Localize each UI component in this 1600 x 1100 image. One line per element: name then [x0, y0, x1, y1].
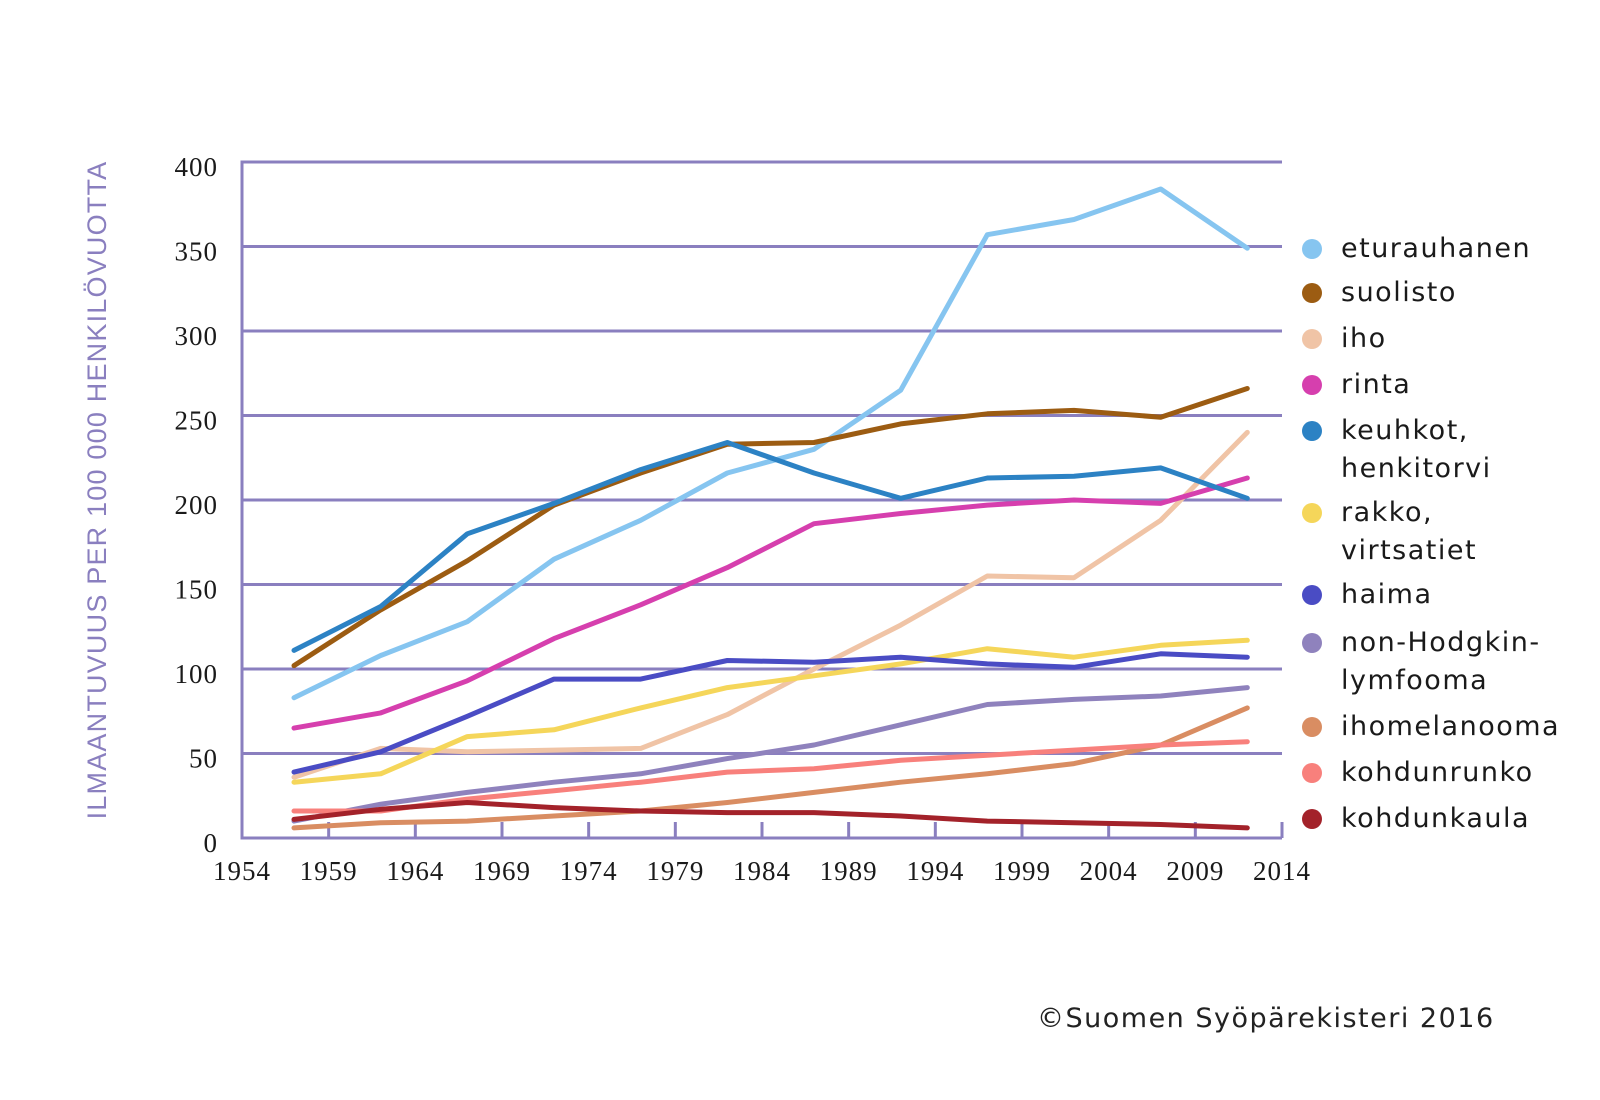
x-tick-label-2004: 2004 [1080, 856, 1138, 886]
axes [240, 160, 1284, 840]
legend-item-haima: haima [1302, 576, 1433, 614]
legend-item-rinta: rinta [1302, 366, 1411, 404]
x-tick-label-1999: 1999 [993, 856, 1051, 886]
legend-item-kohdunkaula: kohdunkaula [1302, 800, 1530, 838]
series-line-kohdunkaula [291, 800, 1250, 831]
legend-item-non-hodgkin--lymfooma: non-Hodgkin- lymfooma [1302, 624, 1541, 700]
legend-item-ihomelanooma: ihomelanooma [1302, 708, 1560, 746]
legend-item-eturauhanen: eturauhanen [1302, 230, 1531, 268]
x-tick-label-1974: 1974 [560, 856, 618, 886]
legend-label: kohdunrunko [1341, 757, 1534, 788]
series-line-non-hodgkin--lymfooma [291, 685, 1250, 824]
legend-swatch-icon [1302, 329, 1322, 349]
legend-item-rakko-virtsatiet: rakko, virtsatiet [1302, 494, 1477, 570]
gridlines [242, 160, 1282, 755]
legend-label: non-Hodgkin- lymfooma [1341, 627, 1541, 696]
legend-label: kohdunkaula [1341, 803, 1531, 834]
series-line-haima [291, 651, 1250, 775]
x-tick-label-2009: 2009 [1166, 856, 1224, 886]
legend-item-keuhkot-henkitorvi: keuhkot, henkitorvi [1302, 412, 1492, 488]
legend-label: iho [1341, 323, 1387, 354]
y-tick-label-100: 100 [175, 659, 219, 689]
series-line-keuhkot-henkitorvi [291, 440, 1250, 653]
legend-swatch-icon [1302, 717, 1322, 737]
legend-swatch-icon [1302, 375, 1322, 395]
legend-swatch-icon [1302, 633, 1322, 653]
x-tick-label-1959: 1959 [300, 856, 358, 886]
series-lines [291, 186, 1250, 831]
y-tick-label-50: 50 [189, 744, 218, 774]
x-tick-label-1984: 1984 [733, 856, 791, 886]
legend-item-iho: iho [1302, 320, 1387, 358]
legend-swatch-icon [1302, 239, 1322, 259]
x-tick-label-1994: 1994 [906, 856, 964, 886]
x-tick-label-1969: 1969 [473, 856, 531, 886]
legend-swatch-icon [1302, 585, 1322, 605]
x-tick-labels: 1954 1959 1964 1969 1974 1979 1984 1989 1994 1999… [213, 856, 1311, 886]
series-line-kohdunrunko [291, 739, 1250, 814]
legend-label: ihomelanooma [1341, 711, 1561, 742]
legend-label: rakko, virtsatiet [1341, 497, 1478, 566]
y-tick-label-250: 250 [175, 406, 219, 436]
y-tick-label-200: 200 [175, 490, 219, 520]
x-tick-label-1989: 1989 [820, 856, 878, 886]
legend-item-suolisto: suolisto [1302, 274, 1457, 312]
y-tick-labels: 0 50 100 150 200 250 300 350 400 [175, 152, 219, 858]
copyright-text: ©Suomen Syöpärekisteri 2016 [1037, 1003, 1495, 1034]
series-line-iho [291, 429, 1250, 780]
series-line-eturauhanen [291, 186, 1250, 701]
x-tick-label-2014: 2014 [1253, 856, 1311, 886]
x-tick-label-1954: 1954 [213, 856, 271, 886]
legend-swatch-icon [1302, 283, 1322, 303]
y-axis-title: ILMAANTUVUUS PER 100 000 HENKILÖVUOTTA [82, 161, 112, 820]
legend-label: rinta [1341, 369, 1412, 400]
legend-swatch-icon [1302, 809, 1322, 829]
x-tick-label-1979: 1979 [646, 856, 704, 886]
legend-swatch-icon [1302, 421, 1322, 441]
legend-label: haima [1341, 579, 1433, 610]
legend-label: eturauhanen [1341, 233, 1532, 264]
series-line-rinta [291, 475, 1250, 731]
legend-item-kohdunrunko: kohdunrunko [1302, 754, 1534, 792]
y-tick-label-350: 350 [175, 237, 219, 267]
y-tick-label-0: 0 [204, 828, 219, 858]
legend-label: suolisto [1341, 277, 1457, 308]
legend-label: keuhkot, henkitorvi [1341, 415, 1492, 484]
y-tick-label-400: 400 [175, 152, 219, 182]
y-tick-label-300: 300 [175, 321, 219, 351]
series-line-rakko-virtsatiet [291, 637, 1250, 785]
x-tick-label-1964: 1964 [386, 856, 444, 886]
legend-swatch-icon [1302, 763, 1322, 783]
legend-swatch-icon [1302, 503, 1322, 523]
y-tick-label-150: 150 [175, 575, 219, 605]
series-line-ihomelanooma [291, 705, 1250, 831]
series-line-suolisto [291, 386, 1250, 669]
